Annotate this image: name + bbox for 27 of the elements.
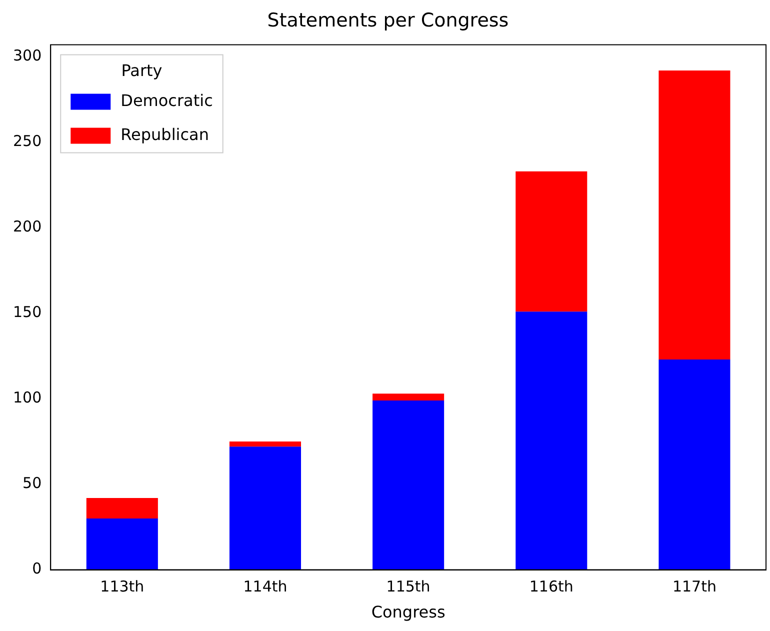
bar <box>229 442 302 447</box>
bar <box>658 359 730 570</box>
bar <box>229 446 302 570</box>
y-tick-label: 100 <box>12 388 42 407</box>
x-tick-label: 114th <box>243 578 288 596</box>
y-tick-label: 0 <box>32 560 42 578</box>
x-tick-label: 115th <box>386 578 430 596</box>
chart-title: Statements per Congress <box>267 9 509 32</box>
legend-label: Republican <box>120 124 209 144</box>
y-tick-label: 50 <box>22 474 42 492</box>
bar <box>516 171 588 312</box>
legend-title: Party <box>121 60 162 80</box>
bar <box>86 498 158 518</box>
y-tick-label: 250 <box>12 132 42 150</box>
y-tick-label: 300 <box>12 46 42 65</box>
bar <box>372 394 444 400</box>
bar <box>658 70 730 360</box>
x-tick-label: 116th <box>529 578 574 596</box>
x-tick-label: 117th <box>672 578 716 596</box>
y-tick-label: 200 <box>12 218 42 236</box>
bar <box>516 312 588 570</box>
bar <box>86 518 158 570</box>
x-axis-title: Congress <box>371 602 446 622</box>
y-tick-label: 150 <box>12 303 42 322</box>
x-tick-label: 113th <box>100 578 144 596</box>
bar <box>372 400 444 570</box>
legend-label: Democratic <box>120 90 213 110</box>
